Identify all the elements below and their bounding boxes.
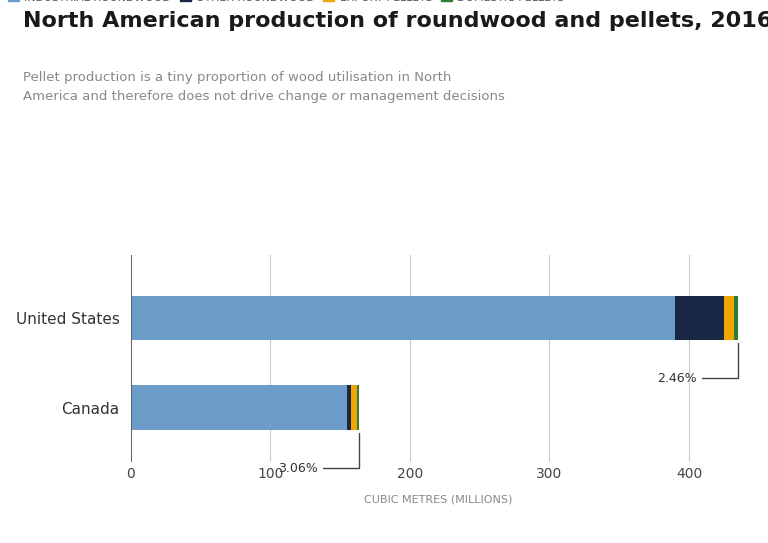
Bar bbox=[351, 386, 357, 430]
Text: 2.46%: 2.46% bbox=[657, 343, 738, 385]
Legend: INDUSTRIAL ROUNDWOOD, OTHER ROUNDWOOD, EXPORT PELLETS, DOMESTIC PELLETS: INDUSTRIAL ROUNDWOOD, OTHER ROUNDWOOD, E… bbox=[4, 0, 569, 7]
Text: Pellet production is a tiny proportion of wood utilisation in North
America and : Pellet production is a tiny proportion o… bbox=[23, 71, 505, 103]
Bar bbox=[733, 295, 738, 340]
Bar bbox=[357, 386, 359, 430]
Bar bbox=[131, 295, 675, 340]
Bar bbox=[131, 386, 347, 430]
X-axis label: CUBIC METRES (MILLIONS): CUBIC METRES (MILLIONS) bbox=[363, 495, 512, 505]
Text: North American production of roundwood and pellets, 2016: North American production of roundwood a… bbox=[23, 11, 768, 31]
Text: 3.06%: 3.06% bbox=[278, 433, 359, 475]
Bar bbox=[724, 295, 733, 340]
Bar bbox=[675, 295, 724, 340]
Bar bbox=[347, 386, 351, 430]
